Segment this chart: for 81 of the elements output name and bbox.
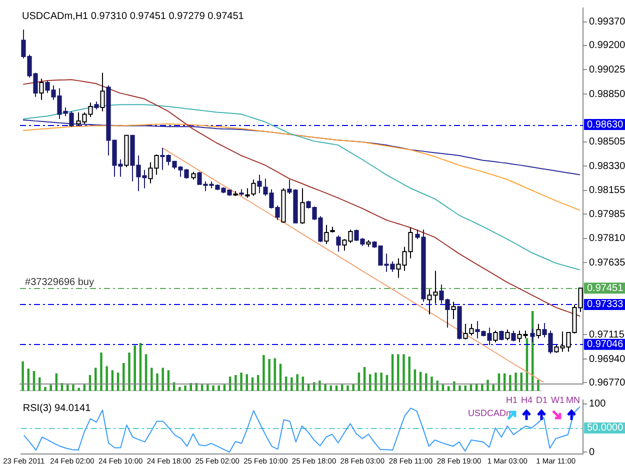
bar — [514, 372, 517, 391]
bar — [100, 352, 102, 391]
y-tick-label: 0.97810 — [589, 233, 625, 244]
bar — [537, 380, 540, 391]
bar — [453, 381, 456, 391]
bar — [341, 384, 344, 391]
bar — [352, 384, 354, 391]
bar — [128, 352, 130, 391]
bar — [318, 380, 321, 391]
bar — [268, 359, 270, 391]
y-tick-label: 0.98155 — [589, 185, 625, 196]
bar — [430, 376, 433, 391]
bar — [324, 384, 326, 391]
y-tick-label: 0.99200 — [589, 40, 625, 52]
bar — [436, 380, 438, 391]
bar — [346, 385, 349, 391]
bar — [72, 384, 74, 391]
bar — [150, 368, 153, 391]
y-tick-label: 0.99370 — [589, 16, 625, 28]
bar — [425, 373, 428, 391]
annotation: H4 — [521, 395, 533, 405]
bar — [78, 388, 80, 391]
bar — [486, 380, 489, 391]
bar — [178, 387, 181, 391]
annotation: D1 — [536, 395, 548, 405]
ref-line-label: 0.97333 — [587, 299, 624, 310]
y-tick-label: 0.98850 — [589, 88, 625, 100]
bar — [408, 356, 410, 391]
annotation: W1 — [551, 395, 564, 405]
bar — [290, 377, 293, 391]
bar — [184, 385, 186, 391]
y-tick-label: 0.98330 — [589, 160, 625, 172]
bar — [509, 375, 512, 391]
y-tick-label: 0.96940 — [589, 354, 625, 365]
bar — [262, 355, 265, 391]
bar — [402, 354, 405, 391]
ref-line-label: 0.97451 — [587, 282, 624, 294]
bar — [296, 374, 298, 391]
y-tick-label: 0.97115 — [589, 329, 625, 340]
bar — [200, 384, 204, 391]
bar — [458, 385, 461, 391]
ref-line-label: 50.0000 — [587, 422, 624, 434]
bar — [134, 345, 136, 391]
y-tick-label: 0.99025 — [589, 64, 625, 76]
annotation: H1 — [506, 395, 518, 405]
chart-title: USDCADm,H1 0.97310 0.97451 0.97279 0.97451 — [22, 10, 244, 22]
bar — [212, 385, 214, 391]
bar — [234, 375, 237, 391]
bar — [470, 384, 472, 391]
bar — [22, 361, 24, 391]
ref-line-label: 0.97046 — [587, 339, 624, 350]
bar — [374, 372, 377, 391]
bar — [106, 366, 108, 391]
y-tick-label: 0.96770 — [589, 377, 625, 388]
y-tick-label: 0.97985 — [589, 208, 625, 220]
bar — [156, 373, 158, 391]
bar — [190, 383, 192, 391]
annotation: MN — [566, 395, 580, 405]
bar — [481, 384, 484, 391]
bar — [44, 387, 46, 391]
bar — [442, 384, 444, 391]
bar — [122, 363, 125, 391]
bar — [162, 368, 164, 391]
bar — [380, 372, 382, 391]
y-tick-label: 0.97635 — [589, 257, 625, 268]
bar — [369, 374, 372, 391]
bar — [66, 384, 69, 391]
bar — [492, 384, 494, 391]
ref-line-label: 0.98630 — [587, 119, 624, 130]
bar — [397, 354, 400, 391]
bar — [206, 384, 209, 391]
y-tick-label: 100 — [589, 398, 606, 410]
y-tick-label: 0 — [589, 446, 595, 458]
bar — [447, 386, 450, 391]
annotation: #37329696 buy — [25, 276, 94, 288]
bar — [223, 384, 226, 391]
bar — [83, 384, 86, 391]
bar — [50, 384, 52, 391]
chart-title: RSI(3) 94.0141 — [22, 402, 92, 414]
bar — [240, 372, 242, 391]
y-tick-label: 0.98505 — [589, 136, 625, 148]
